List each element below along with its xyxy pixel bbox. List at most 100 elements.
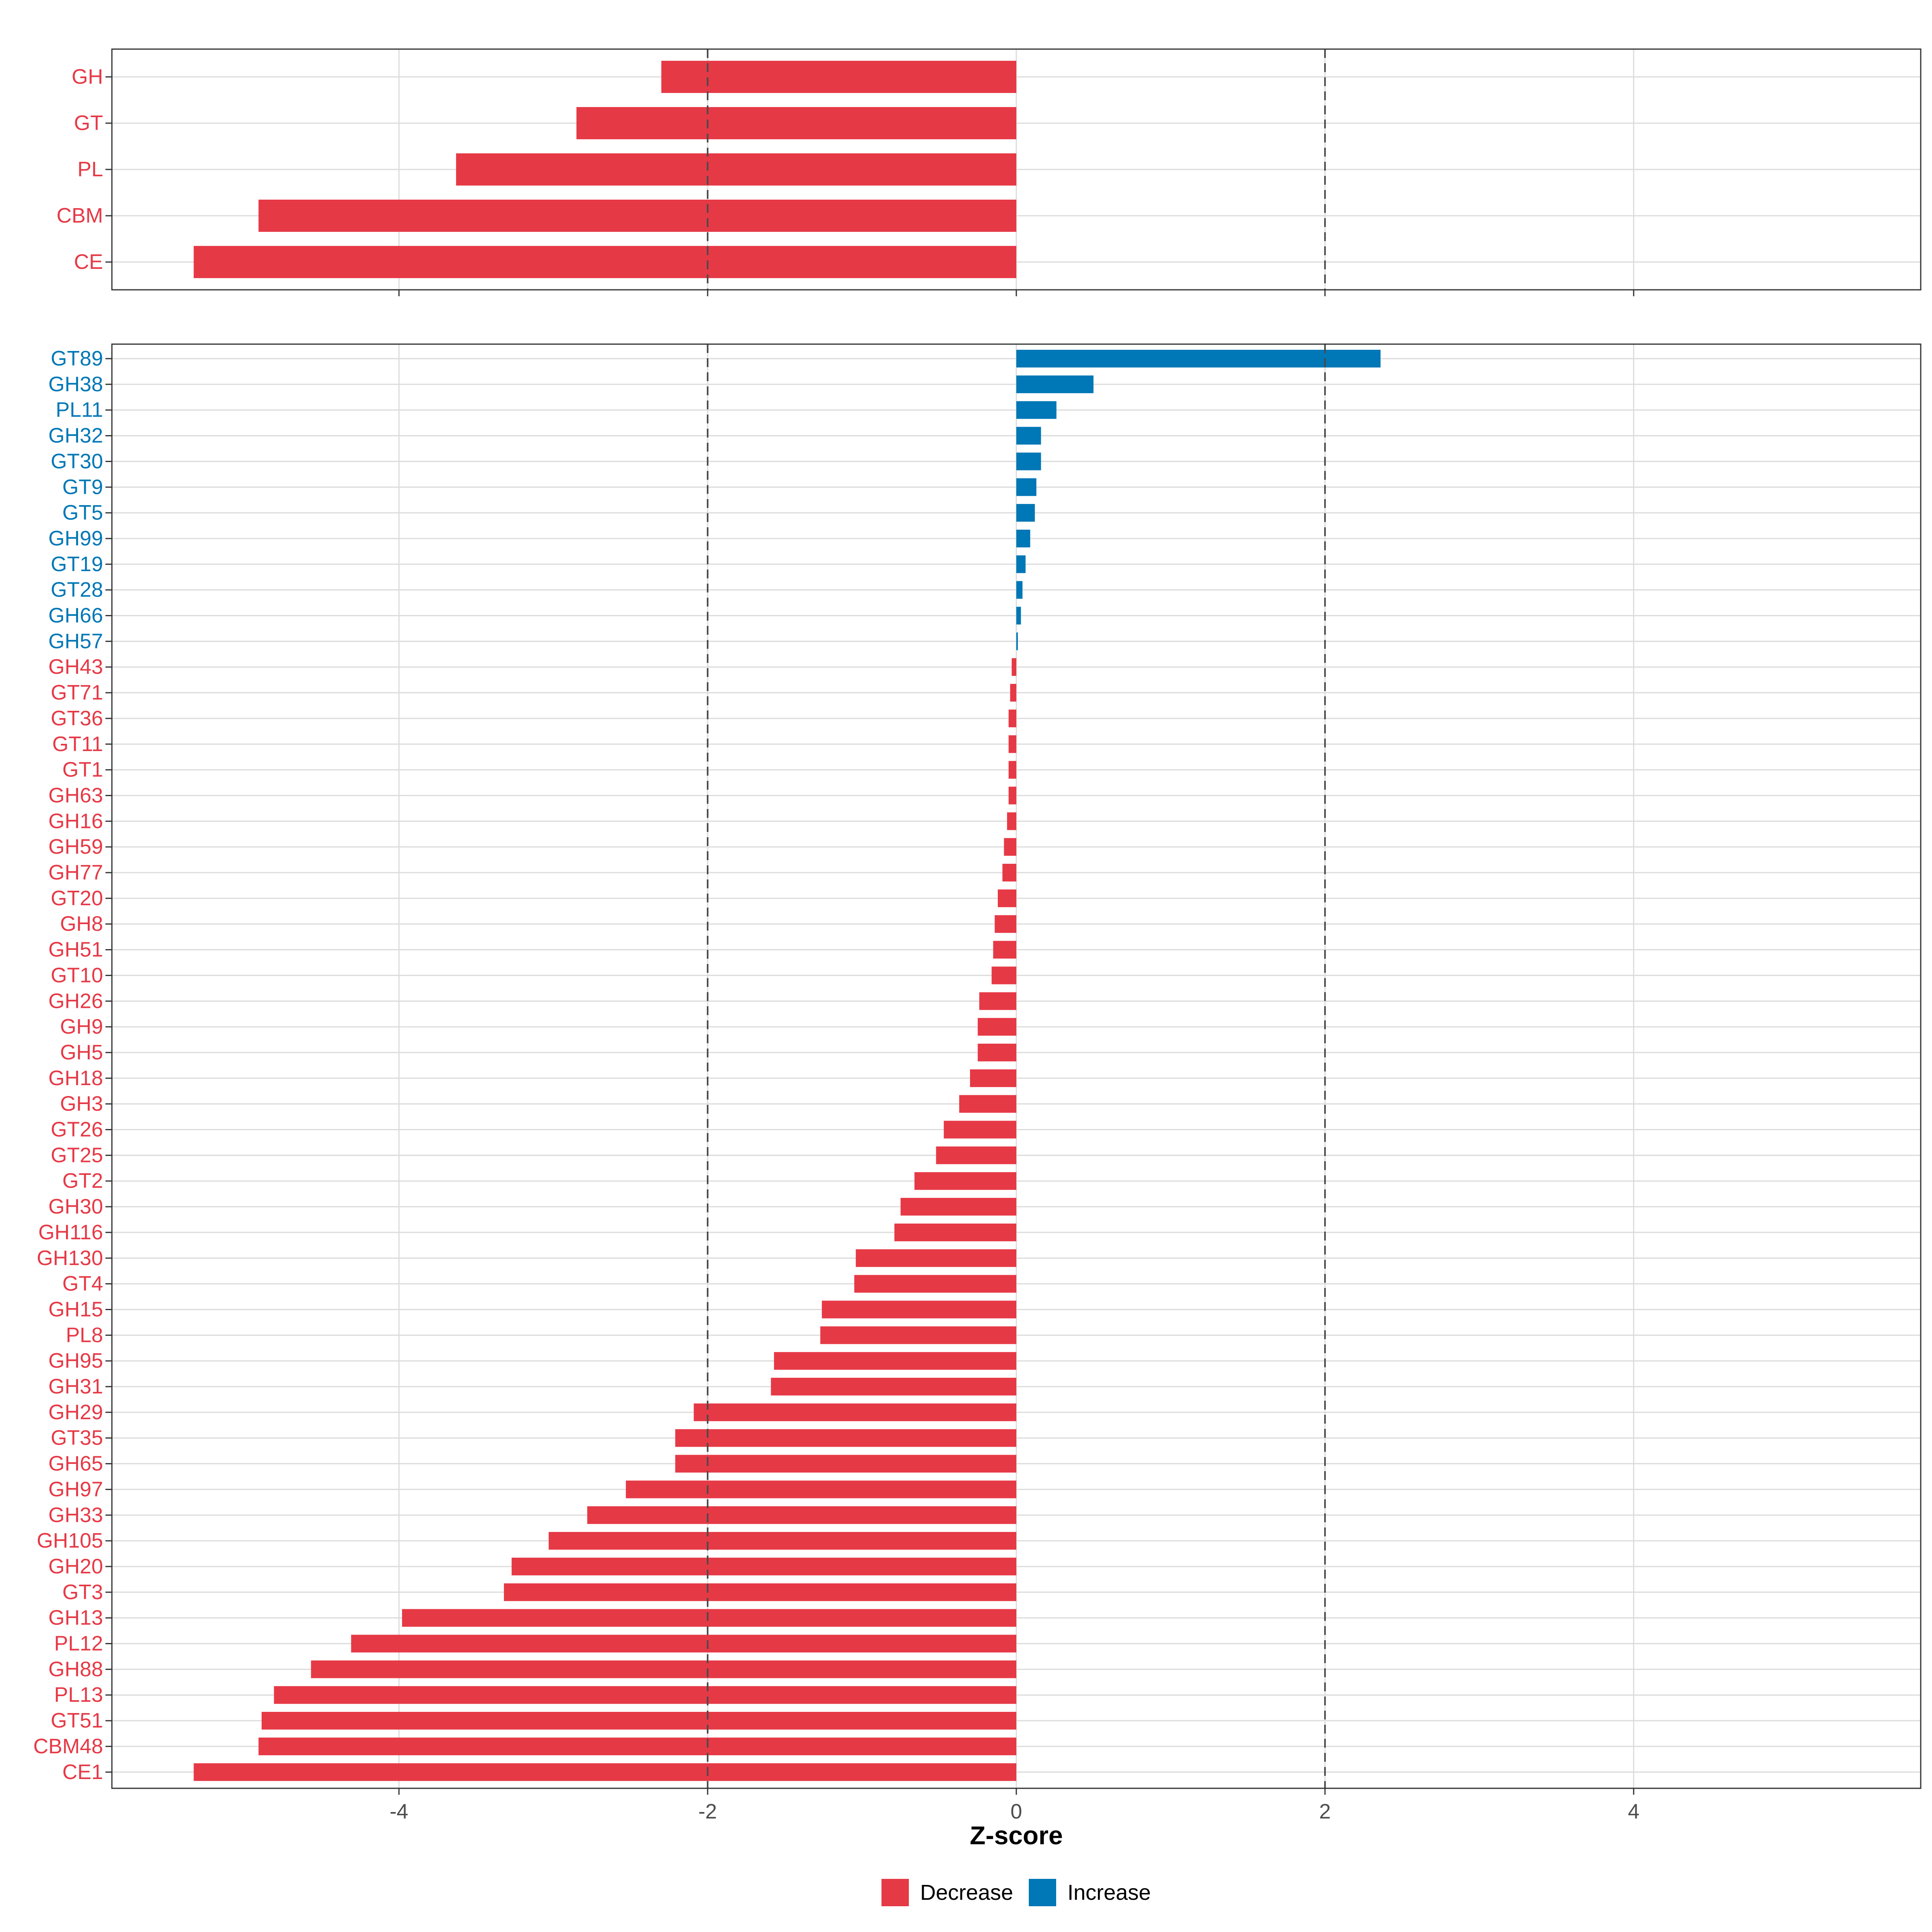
class-bar-pl (456, 153, 1016, 186)
family-ylabel-pl8: PL8 (66, 1323, 103, 1347)
family-ylabel-gh95: GH95 (48, 1349, 103, 1373)
family-ylabel-gt19: GT19 (51, 553, 103, 576)
class-bar-ce (194, 246, 1017, 278)
family-ylabel-gt36: GT36 (51, 707, 103, 730)
family-ylabel-gh97: GH97 (48, 1478, 103, 1501)
family-bar-gt30 (1016, 452, 1041, 471)
family-ylabel-cbm48: CBM48 (33, 1735, 103, 1758)
family-bar-ce1 (194, 1763, 1017, 1781)
family-ylabel-gt1: GT1 (62, 758, 103, 782)
legend: Decrease Increase (881, 1879, 1151, 1906)
x-tick-label-2: 0 (1011, 1800, 1022, 1823)
family-ylabel-gt71: GT71 (51, 681, 103, 704)
family-bar-gh97 (625, 1480, 1016, 1499)
family-bar-gt9 (1016, 478, 1036, 496)
class-bar-gh (661, 61, 1016, 93)
family-ylabel-gh31: GH31 (48, 1375, 103, 1398)
legend-swatch-increase (1029, 1879, 1056, 1906)
class-panel: GH GT PL CBM CE (56, 48, 1922, 296)
family-ylabel-gt5: GT5 (62, 501, 103, 524)
legend-label-increase: Increase (1067, 1880, 1151, 1905)
family-ylabel-gt11: GT11 (52, 733, 103, 756)
family-bar-gh51 (993, 941, 1016, 959)
family-ylabel-gh16: GH16 (48, 809, 103, 833)
family-ylabel-gt89: GT89 (51, 347, 103, 370)
family-bar-cbm48 (258, 1737, 1017, 1755)
family-panel: GT89GH38PL11GH32GT30GT9GT5GH99GT19GT28GH… (33, 343, 1922, 1789)
family-bar-gh116 (894, 1223, 1016, 1241)
family-ylabel-gh20: GH20 (48, 1555, 103, 1578)
family-ylabel-gh51: GH51 (48, 938, 103, 962)
family-ylabel-gh66: GH66 (48, 604, 103, 627)
family-bar-pl11 (1016, 401, 1057, 419)
family-ylabel-gh43: GH43 (48, 655, 103, 679)
x-tick-label-4: 4 (1628, 1800, 1639, 1823)
family-bar-gh63 (1008, 786, 1016, 805)
family-bar-gh59 (1004, 838, 1016, 856)
legend-swatch-decrease (881, 1879, 909, 1906)
family-bar-gh88 (311, 1660, 1016, 1678)
family-bar-gt2 (914, 1172, 1016, 1190)
family-ylabel-gh9: GH9 (60, 1015, 103, 1038)
family-bar-gt19 (1016, 555, 1026, 573)
family-ylabel-gt28: GT28 (51, 578, 103, 602)
family-ylabel-gh65: GH65 (48, 1452, 103, 1476)
family-bar-gh26 (979, 992, 1016, 1010)
family-ylabel-gh77: GH77 (48, 861, 103, 884)
family-bar-gt28 (1016, 581, 1023, 599)
family-ylabel-gh26: GH26 (48, 989, 103, 1013)
family-bar-gt5 (1016, 504, 1035, 522)
family-ylabel-gt20: GT20 (51, 887, 103, 910)
family-bar-gh29 (694, 1403, 1016, 1421)
family-ylabel-gh33: GH33 (48, 1503, 103, 1527)
family-ylabel-gh3: GH3 (60, 1092, 103, 1116)
family-ylabel-pl12: PL12 (54, 1632, 103, 1655)
family-bar-gh105 (549, 1532, 1016, 1550)
family-bar-gt51 (261, 1712, 1017, 1730)
family-ylabel-gh59: GH59 (48, 835, 103, 859)
family-ylabel-gh88: GH88 (48, 1657, 103, 1681)
family-bar-gh16 (1007, 812, 1016, 830)
family-bar-pl13 (274, 1686, 1017, 1704)
family-bar-gt10 (991, 966, 1016, 985)
family-ylabel-gt2: GT2 (62, 1169, 103, 1193)
family-ylabel-gh18: GH18 (48, 1067, 103, 1090)
family-bar-gh32 (1016, 427, 1041, 445)
class-ylabel-ce: CE (74, 250, 103, 274)
family-bar-gt26 (943, 1121, 1016, 1139)
family-bar-gh3 (959, 1095, 1016, 1113)
family-ylabel-gh57: GH57 (48, 630, 103, 653)
family-ylabel-gh29: GH29 (48, 1401, 103, 1424)
family-bar-gh20 (512, 1557, 1016, 1575)
legend-label-decrease: Decrease (920, 1880, 1013, 1905)
x-tick-label-3: 2 (1319, 1800, 1331, 1823)
x-tick-label-1: -2 (698, 1800, 717, 1823)
family-ylabel-gt51: GT51 (51, 1709, 103, 1732)
family-bar-gh38 (1016, 375, 1094, 393)
family-bar-gh43 (1011, 658, 1016, 676)
family-bar-gt11 (1008, 735, 1016, 753)
family-ylabel-gh32: GH32 (48, 424, 103, 448)
family-bar-gh13 (402, 1609, 1016, 1627)
family-ylabel-gt3: GT3 (62, 1581, 103, 1604)
family-bar-gh9 (978, 1018, 1016, 1036)
x-axis-title: Z-score (970, 1821, 1063, 1850)
family-ylabel-gt9: GT9 (62, 475, 103, 499)
family-bar-gt20 (997, 889, 1016, 907)
family-ylabel-gt26: GT26 (51, 1118, 103, 1141)
class-bar-gt (576, 107, 1016, 139)
family-bar-gh8 (995, 915, 1016, 933)
family-ylabel-gh130: GH130 (37, 1247, 103, 1270)
family-bar-gh15 (822, 1300, 1016, 1319)
family-ylabel-pl11: PL11 (56, 398, 103, 422)
family-bar-gh95 (774, 1352, 1016, 1370)
class-ylabel-cbm: CBM (56, 204, 103, 227)
family-ylabel-gt4: GT4 (62, 1272, 103, 1296)
family-ylabel-gh8: GH8 (60, 912, 103, 936)
family-bar-gt36 (1008, 709, 1016, 727)
class-ylabel-gt: GT (74, 111, 103, 135)
family-bar-gh57 (1016, 632, 1018, 650)
family-ylabel-gt30: GT30 (51, 450, 103, 473)
family-ylabel-gh15: GH15 (48, 1298, 103, 1321)
family-bar-gt4 (854, 1275, 1016, 1293)
